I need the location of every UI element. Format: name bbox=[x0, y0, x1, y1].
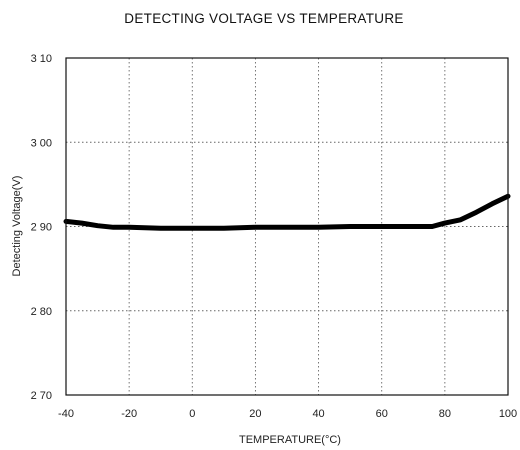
y-tick-label: 2 70 bbox=[31, 390, 52, 402]
x-tick-label: 60 bbox=[376, 408, 388, 420]
y-axis-label: Detecting Voltage(V) bbox=[11, 176, 23, 277]
x-tick-label: 100 bbox=[499, 408, 517, 420]
series-layer bbox=[63, 193, 511, 231]
series-line-0 bbox=[63, 193, 511, 231]
x-tick-label: 20 bbox=[249, 408, 261, 420]
y-tick-label: 3 10 bbox=[31, 53, 52, 65]
x-axis-ticks: -40 -20 0 20 40 60 80 100 bbox=[58, 408, 517, 420]
y-axis-ticks: 2 70 2 80 2 90 3 00 3 10 bbox=[31, 53, 52, 402]
x-tick-label: 0 bbox=[189, 408, 195, 420]
x-tick-label: 80 bbox=[439, 408, 451, 420]
x-axis-label: TEMPERATURE(°C) bbox=[239, 434, 341, 446]
x-tick-label: -40 bbox=[58, 408, 74, 420]
x-tick-label: 40 bbox=[312, 408, 324, 420]
chart-title: DETECTING VOLTAGE VS TEMPERATURE bbox=[124, 11, 403, 26]
y-tick-label: 3 00 bbox=[31, 137, 52, 149]
y-tick-label: 2 80 bbox=[31, 306, 52, 318]
y-tick-label: 2 90 bbox=[31, 222, 52, 234]
plot-frame bbox=[65, 57, 509, 396]
x-tick-label: -20 bbox=[121, 408, 137, 420]
